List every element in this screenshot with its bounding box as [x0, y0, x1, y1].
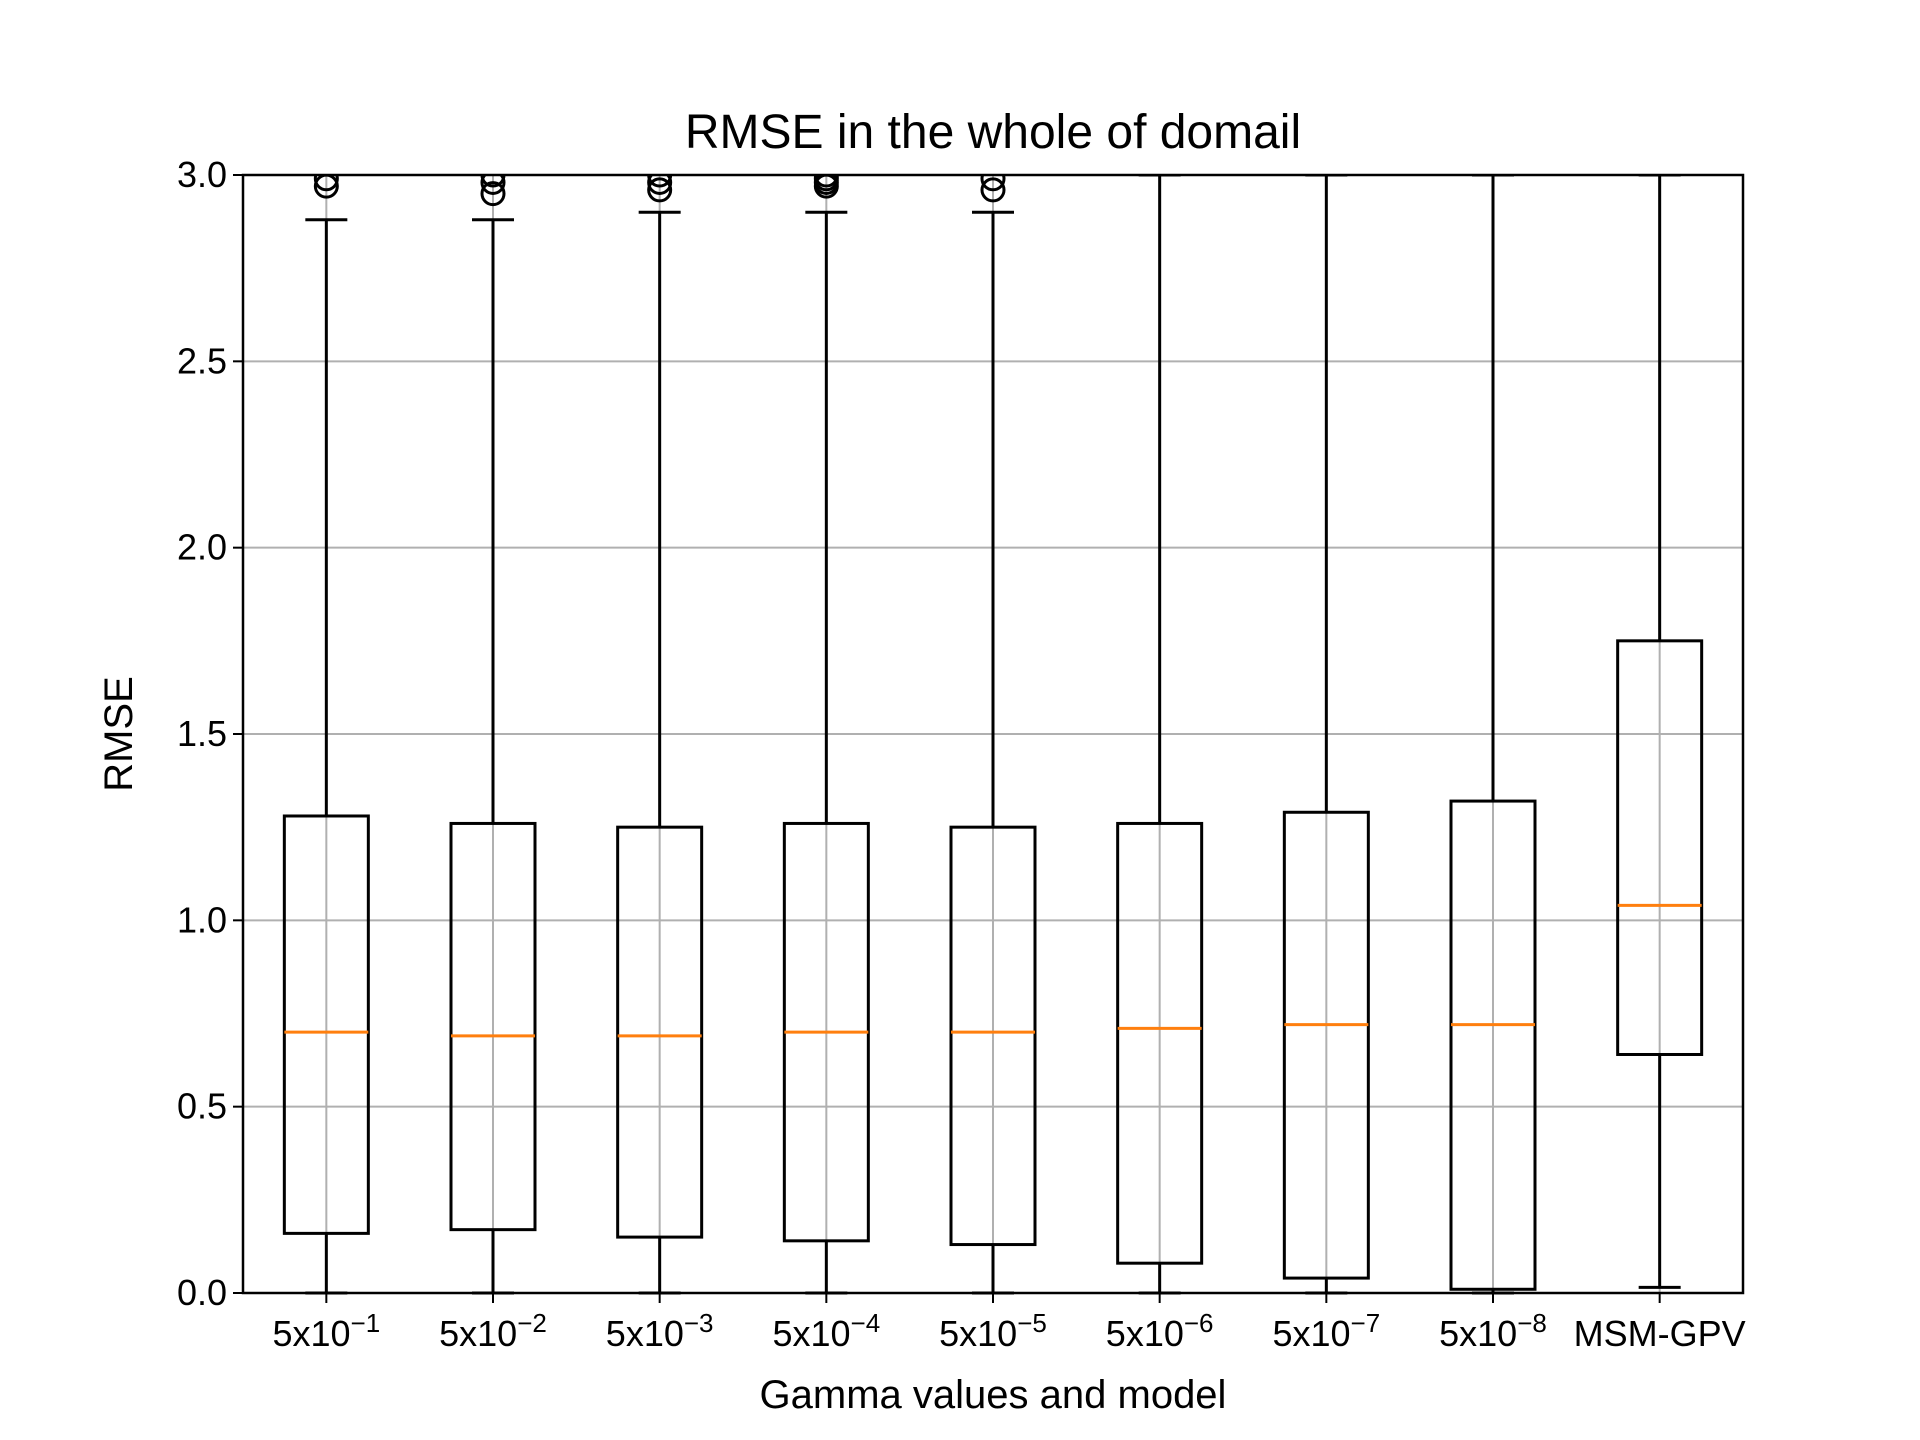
x-tick-label-exponent: −3 [684, 1308, 714, 1338]
chart-title: RMSE in the whole of domail [685, 106, 1301, 159]
x-tick-label-exponent: −1 [351, 1308, 381, 1338]
box-group [1449, 175, 1537, 1295]
y-axis-label: RMSE [97, 676, 141, 792]
x-tick-label-base: 5x10 [272, 1313, 350, 1354]
x-tick-label-base: 5x10 [439, 1313, 517, 1354]
x-axis-label: Gamma values and model [760, 1373, 1227, 1417]
flier-point [980, 175, 1006, 192]
x-tick-label-base: 5x10 [939, 1313, 1017, 1354]
box-group [1616, 175, 1704, 1289]
x-tick-label: 5x10−4 [772, 1308, 880, 1354]
x-tick-label: 5x10−3 [606, 1308, 714, 1354]
box-group [282, 175, 370, 1295]
x-tick-label-exponent: −2 [517, 1308, 547, 1338]
flier-point [480, 175, 506, 188]
x-tick-label-exponent: −5 [1017, 1308, 1047, 1338]
x-tick-label: 5x10−5 [939, 1308, 1047, 1354]
y-tick-label: 1.0 [177, 899, 227, 940]
flier-point [480, 181, 506, 207]
x-tick-label-base: 5x10 [1272, 1313, 1350, 1354]
x-tick-label: 5x10−7 [1272, 1308, 1380, 1354]
x-tick-label-base: 5x10 [606, 1313, 684, 1354]
flier-point [813, 175, 839, 188]
x-tick-label-base: 5x10 [772, 1313, 850, 1354]
x-tick-label: 5x10−6 [1106, 1308, 1214, 1354]
flier-point [647, 175, 673, 195]
y-axis-ticks: 0.0 0.5 1.0 1.5 2.0 2.5 3.0 [177, 154, 243, 1313]
y-tick-label: 3.0 [177, 154, 227, 195]
x-tick-label-exponent: −6 [1184, 1308, 1214, 1338]
x-tick-label-exponent: −7 [1351, 1308, 1381, 1338]
x-tick-label: 5x10−1 [272, 1308, 380, 1354]
x-tick-label: MSM-GPV [1574, 1313, 1746, 1354]
x-tick-label: 5x10−8 [1439, 1308, 1547, 1354]
y-tick-label: 2.0 [177, 527, 227, 568]
x-tick-label-base: 5x10 [1439, 1313, 1517, 1354]
x-tick-label-exponent: −8 [1517, 1308, 1547, 1338]
y-tick-label: 1.5 [177, 713, 227, 754]
x-tick-label-base: MSM-GPV [1574, 1313, 1746, 1354]
flier-point [647, 175, 673, 188]
x-tick-label-base: 5x10 [1106, 1313, 1184, 1354]
y-tick-label: 0.0 [177, 1272, 227, 1313]
y-tick-label: 2.5 [177, 340, 227, 381]
flier-point [480, 175, 506, 195]
x-tick-label-exponent: −4 [851, 1308, 881, 1338]
flier-point [980, 177, 1006, 203]
flier-point [647, 177, 673, 203]
x-tick-label: 5x10−2 [439, 1308, 547, 1354]
flier-point [313, 175, 339, 192]
x-axis-ticks: 5x10−1 5x10−2 5x10−3 5x10−4 5x10−5 5x10−6 5x10… [272, 1293, 1746, 1354]
y-tick-label: 0.5 [177, 1086, 227, 1127]
